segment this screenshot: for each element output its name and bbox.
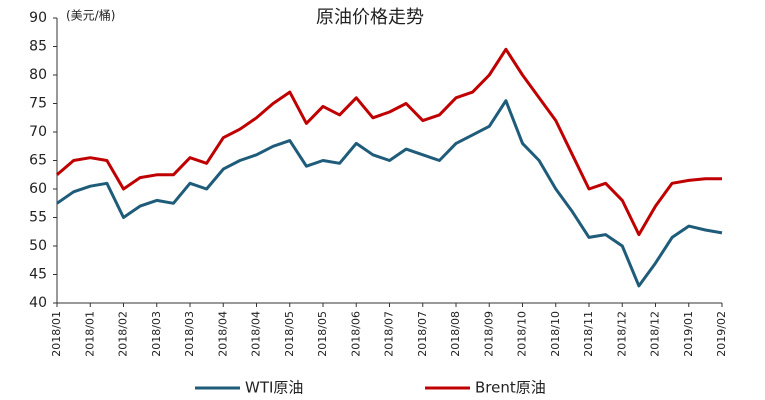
y-tick-label: 40 <box>29 295 47 311</box>
x-tick-label: 2019/01 <box>682 311 695 357</box>
x-tick-label: 2018/09 <box>482 311 495 357</box>
x-tick-label: 2018/05 <box>283 311 296 357</box>
x-tick-label: 2018/04 <box>216 311 229 357</box>
y-tick-label: 70 <box>29 124 47 140</box>
legend-label: Brent原油 <box>475 379 546 397</box>
y-axis-label: (美元/桶) <box>66 8 115 23</box>
x-tick-label: 2018/12 <box>649 311 662 357</box>
y-tick-label: 55 <box>29 210 47 226</box>
series-line <box>56 99 723 288</box>
x-tick-label: 2018/03 <box>183 311 196 357</box>
y-tick-label: 75 <box>29 96 47 112</box>
y-tick-label: 50 <box>29 238 47 254</box>
x-tick-label: 2018/08 <box>449 311 462 357</box>
x-tick-label: 2018/10 <box>516 311 529 357</box>
chart-title: 原油价格走势 <box>316 7 424 28</box>
x-tick-label: 2018/07 <box>383 311 396 357</box>
x-tick-label: 2018/05 <box>316 311 329 357</box>
x-tick-label: 2018/11 <box>582 311 595 357</box>
y-tick-label: 80 <box>29 67 47 83</box>
y-tick-label: 90 <box>29 10 47 26</box>
y-tick-label: 45 <box>29 267 47 283</box>
x-tick-label: 2018/02 <box>117 311 130 357</box>
legend-label: WTI原油 <box>245 379 303 397</box>
x-tick-label: 2018/10 <box>549 311 562 357</box>
y-tick-label: 60 <box>29 181 47 197</box>
y-tick-label: 85 <box>29 39 47 55</box>
x-tick-label: 2019/02 <box>715 311 728 357</box>
x-tick-label: 2018/12 <box>615 311 628 357</box>
x-tick-label: 2018/01 <box>83 311 96 357</box>
series-line <box>56 47 722 237</box>
x-tick-label: 2018/06 <box>349 311 362 357</box>
x-tick-label: 2018/07 <box>416 311 429 357</box>
x-tick-label: 2018/03 <box>150 311 163 357</box>
x-tick-label: 2018/04 <box>250 311 263 357</box>
x-tick-label: 2018/01 <box>50 311 63 357</box>
y-tick-label: 65 <box>29 153 47 169</box>
